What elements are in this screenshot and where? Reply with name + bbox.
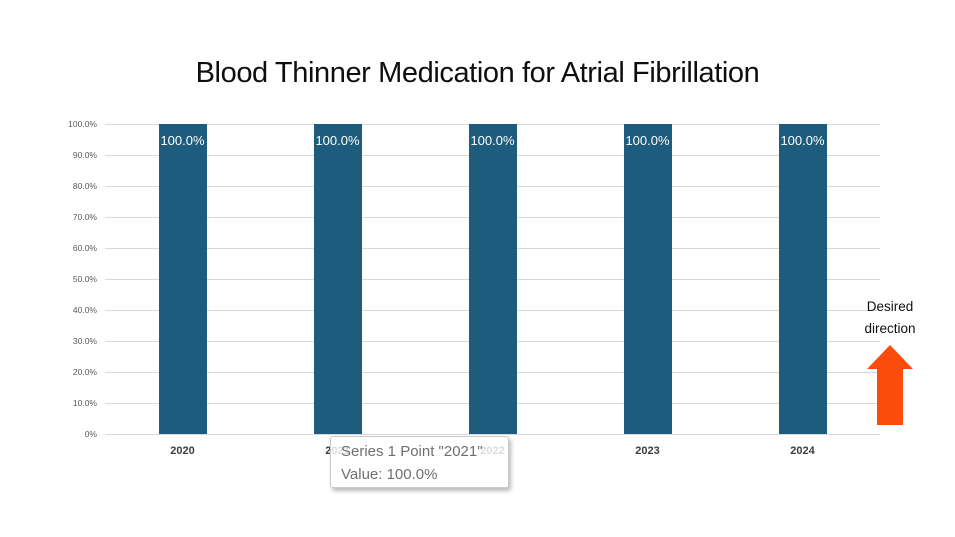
y-axis-label: 30.0%: [72, 336, 97, 346]
y-axis-label: 60.0%: [72, 243, 97, 253]
y-axis-label: 20.0%: [72, 367, 97, 377]
x-axis-label-2020: 2020: [170, 445, 195, 457]
desired-direction-line2: direction: [864, 321, 916, 336]
desired-direction-label: Desired direction: [843, 296, 937, 340]
desired-direction-line1: Desired: [866, 299, 914, 314]
y-axis-label: 50.0%: [72, 274, 97, 284]
bar-value-label: 100.0%: [160, 133, 205, 148]
y-axis-label: 70.0%: [72, 212, 97, 222]
bar-2022[interactable]: 100.0%: [468, 124, 517, 434]
x-axis-label-2023: 2023: [635, 445, 660, 457]
bar-value-label: 100.0%: [780, 133, 825, 148]
bar-2023[interactable]: 100.0%: [623, 124, 672, 434]
y-axis-label: 100.0%: [68, 119, 97, 129]
chart-title: Blood Thinner Medication for Atrial Fibr…: [195, 57, 760, 89]
bar-value-label: 100.0%: [315, 133, 360, 148]
chart-tooltip: Series 1 Point "2021" Value: 100.0%: [330, 436, 509, 488]
y-axis-label: 0%: [84, 429, 97, 439]
bar-value-label: 100.0%: [470, 133, 515, 148]
plot-area: 100.0% 90.0% 80.0% 70.0% 60.0% 50.0% 40.0% 30.0…: [68, 119, 880, 457]
tooltip-series-line: Series 1 Point "2021": [341, 443, 483, 460]
up-arrow-head: [867, 345, 913, 369]
tooltip-value-line: Value: 100.0%: [341, 466, 438, 483]
bar-2020[interactable]: 100.0%: [158, 124, 207, 434]
up-arrow-shaft: [877, 369, 903, 425]
y-axis-label: 40.0%: [72, 305, 97, 315]
bar-2021[interactable]: 100.0%: [313, 124, 362, 434]
y-axis-label: 90.0%: [72, 150, 97, 160]
bar-value-label: 100.0%: [625, 133, 670, 148]
x-axis-label-2024: 2024: [790, 445, 815, 457]
up-arrow-icon: [867, 345, 913, 425]
y-axis-label: 10.0%: [72, 398, 97, 408]
bar-2024[interactable]: 100.0%: [778, 124, 827, 434]
gridline: [105, 434, 880, 435]
y-axis-label: 80.0%: [72, 181, 97, 191]
